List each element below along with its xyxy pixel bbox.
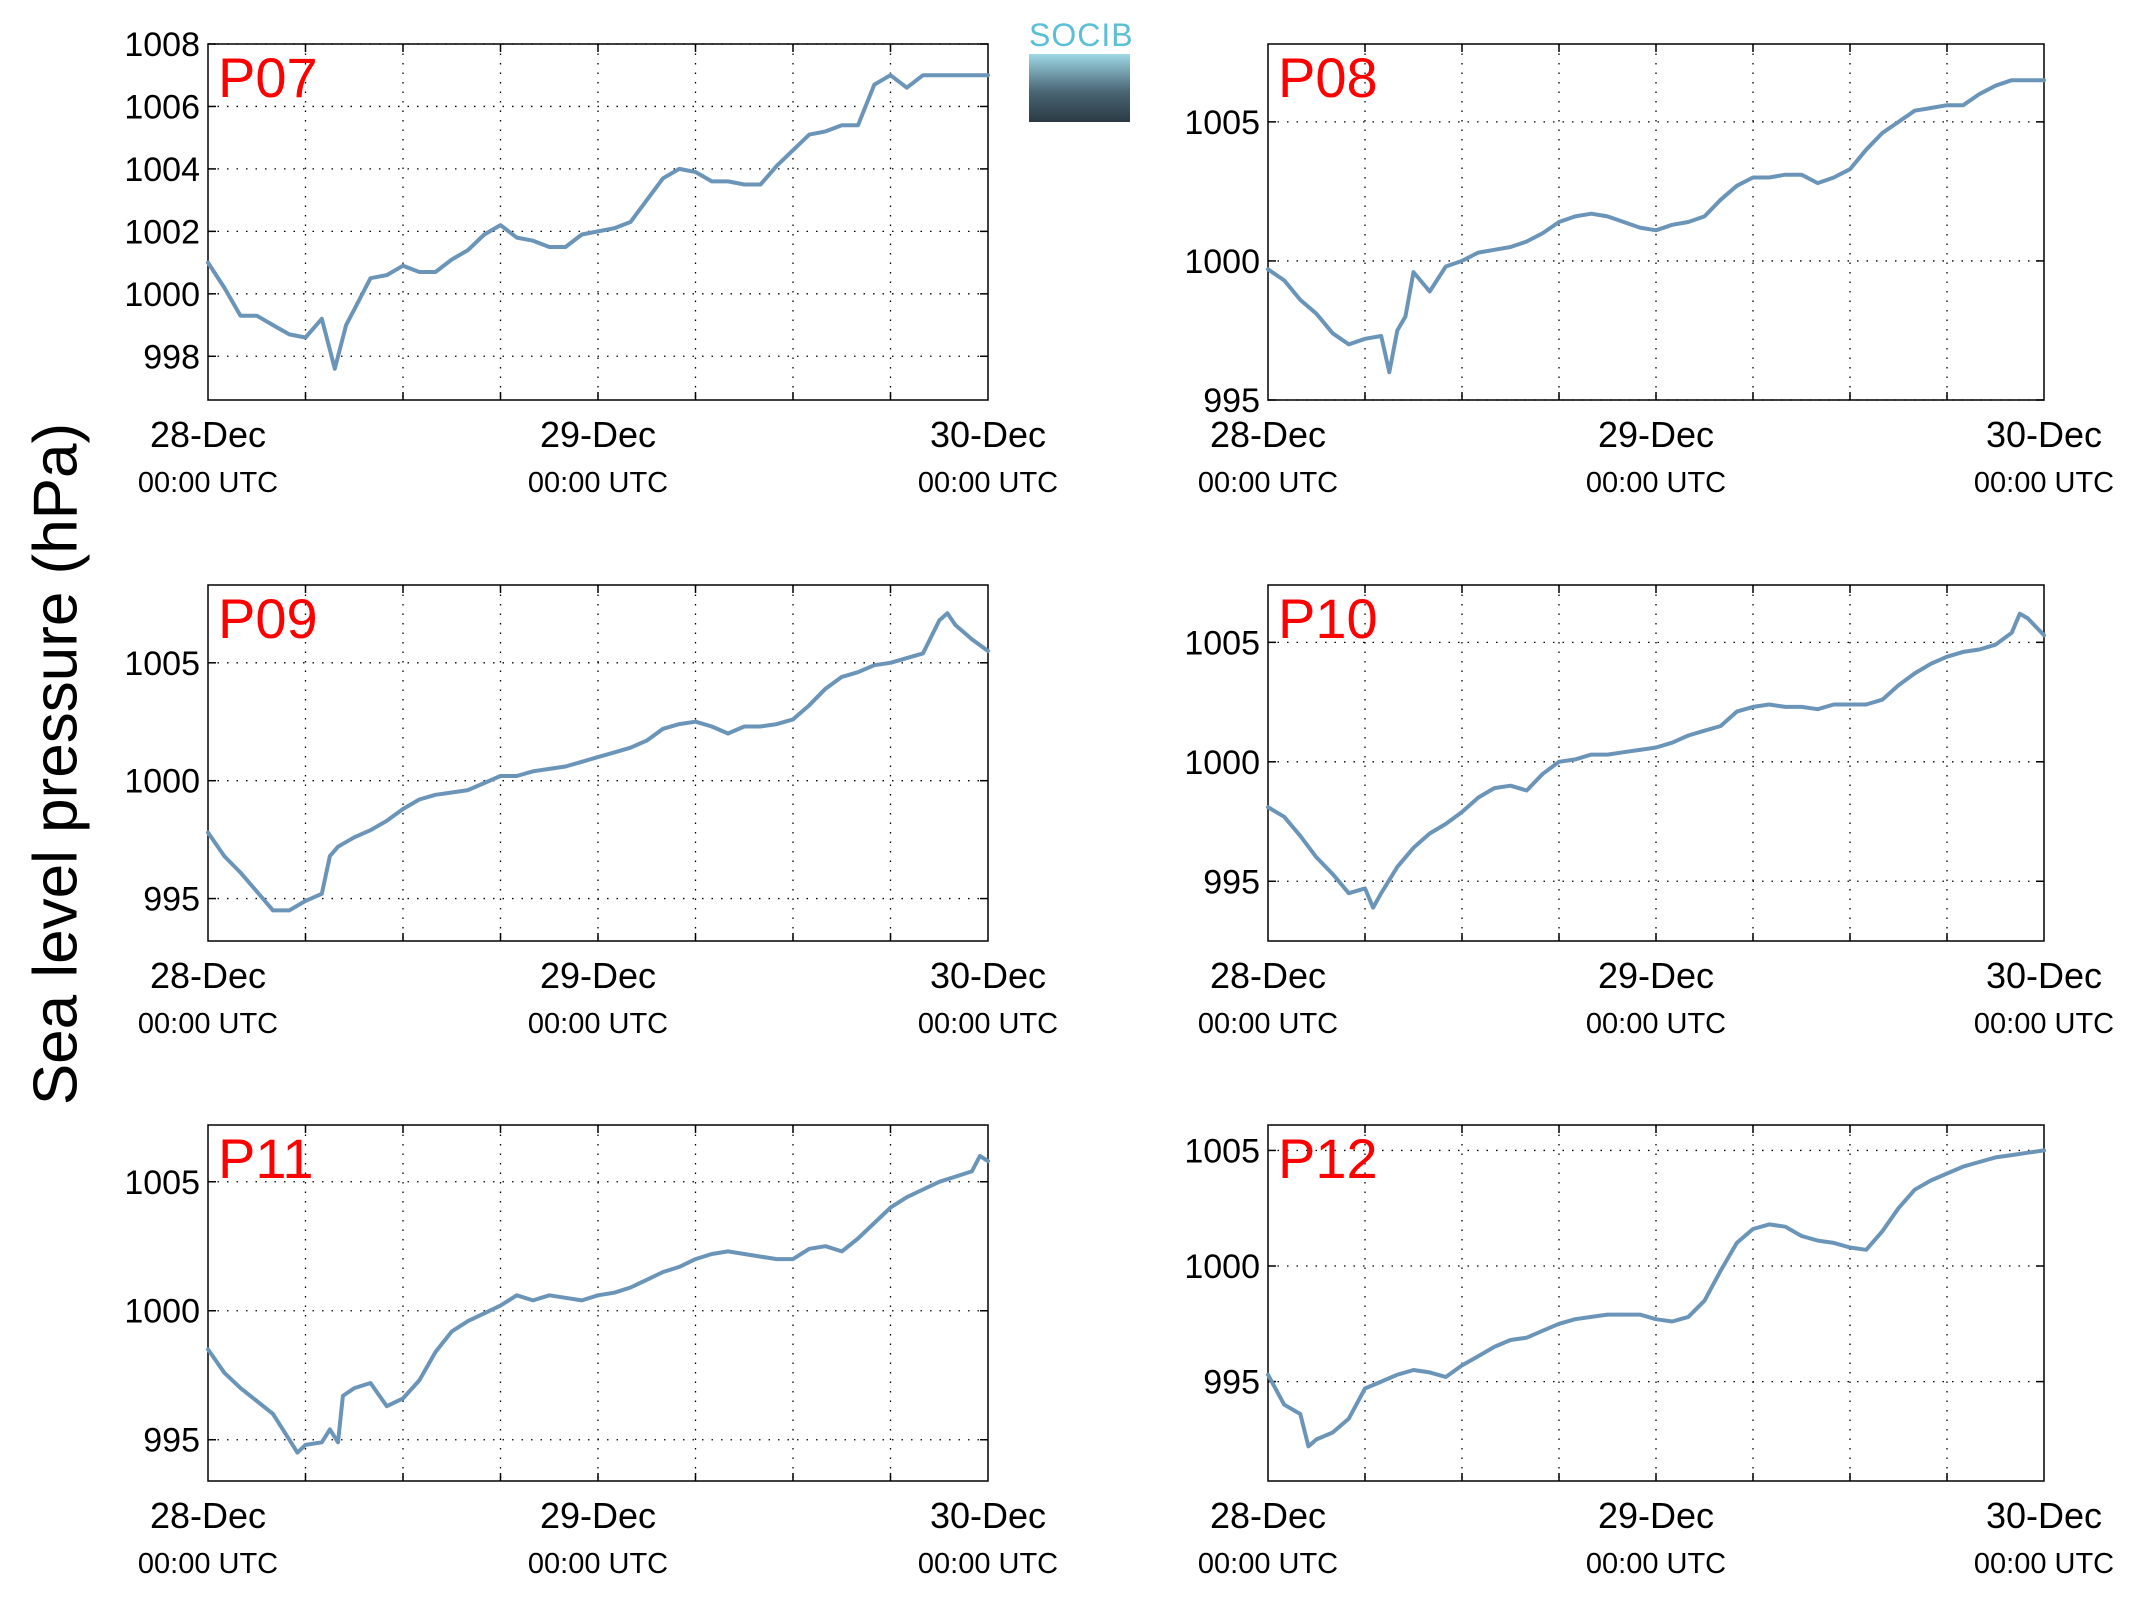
y-tick-label: 995	[1203, 863, 1260, 901]
x-tick-label-date: 29-Dec	[1598, 414, 1714, 455]
x-tick-label-time: 00:00 UTC	[528, 467, 668, 499]
panel-label: P10	[1278, 587, 1378, 650]
x-tick-label-time: 00:00 UTC	[1586, 467, 1726, 499]
x-tick-label-date: 29-Dec	[1598, 955, 1714, 996]
x-tick-label-date: 29-Dec	[1598, 1495, 1714, 1536]
chart-panel-p09: 995 1000 1005 28-Dec 00:00 UTC 29-Dec 00:00 UT…	[124, 584, 1058, 1040]
chart-panel-p07: 998 1000 1002 1004 1006 1008 28-Dec 00:00 UTC 29…	[124, 26, 1058, 499]
x-tick-label-time: 00:00 UTC	[1586, 1548, 1726, 1580]
x-tick-label-time: 00:00 UTC	[138, 1548, 278, 1580]
panel-label: P11	[218, 1127, 313, 1190]
pressure-series-line	[206, 611, 990, 913]
y-tick-label: 995	[1203, 382, 1260, 420]
x-tick-label-date: 28-Dec	[1210, 1495, 1326, 1536]
x-tick-label-date: 29-Dec	[540, 955, 656, 996]
y-tick-label: 1005	[124, 645, 200, 683]
x-tick-label-date: 30-Dec	[1986, 955, 2102, 996]
x-tick-label-time: 00:00 UTC	[918, 467, 1058, 499]
y-tick-label: 1002	[124, 213, 200, 251]
plot-frame	[1267, 1124, 2045, 1482]
x-tick-label-date: 29-Dec	[540, 414, 656, 455]
x-tick-label-time: 00:00 UTC	[138, 467, 278, 499]
pressure-series-line	[1266, 1148, 2046, 1449]
pressure-series-line	[206, 73, 990, 371]
x-tick-label-date: 28-Dec	[150, 414, 266, 455]
y-tick-label: 1000	[1184, 243, 1260, 281]
x-tick-label-date: 30-Dec	[930, 414, 1046, 455]
x-tick-label-date: 28-Dec	[150, 955, 266, 996]
plot-frame	[207, 43, 989, 401]
x-tick-label-time: 00:00 UTC	[1974, 1548, 2114, 1580]
x-tick-label-time: 00:00 UTC	[918, 1008, 1058, 1040]
x-tick-label-time: 00:00 UTC	[1974, 467, 2114, 499]
chart-panel-p10: 995 1000 1005 28-Dec 00:00 UTC 29-Dec 00:00 UT…	[1184, 584, 2114, 1040]
x-tick-label-date: 30-Dec	[930, 955, 1046, 996]
chart-panel-p11: 995 1000 1005 28-Dec 00:00 UTC 29-Dec 00:00 UT…	[124, 1124, 1058, 1580]
socib-logo-mark	[1029, 54, 1130, 122]
x-tick-label-time: 00:00 UTC	[1198, 1548, 1338, 1580]
x-tick-label-time: 00:00 UTC	[138, 1008, 278, 1040]
x-tick-label-time: 00:00 UTC	[1974, 1008, 2114, 1040]
y-tick-label: 995	[143, 881, 200, 919]
x-tick-label-date: 30-Dec	[1986, 414, 2102, 455]
x-tick-label-date: 30-Dec	[1986, 1495, 2102, 1536]
y-tick-label: 1000	[1184, 744, 1260, 782]
x-tick-label-date: 28-Dec	[150, 1495, 266, 1536]
x-tick-label-time: 00:00 UTC	[1586, 1008, 1726, 1040]
x-tick-label-date: 28-Dec	[1210, 955, 1326, 996]
y-tick-label: 1004	[124, 151, 200, 189]
x-tick-label-time: 00:00 UTC	[918, 1548, 1058, 1580]
x-tick-label-date: 29-Dec	[540, 1495, 656, 1536]
y-tick-label: 1005	[124, 1164, 200, 1202]
panel-label: P12	[1278, 1127, 1378, 1190]
chart-panel-p12: 995 1000 1005 28-Dec 00:00 UTC 29-Dec 00:00 UT…	[1184, 1124, 2114, 1580]
x-tick-label-time: 00:00 UTC	[528, 1008, 668, 1040]
x-tick-label-date: 30-Dec	[930, 1495, 1046, 1536]
y-tick-label: 1005	[1184, 104, 1260, 142]
y-tick-label: 1000	[124, 763, 200, 801]
y-tick-label: 1008	[124, 26, 200, 64]
y-tick-label: 995	[143, 1422, 200, 1460]
chart-panel-p08: 995 1000 1005 28-Dec 00:00 UTC 29-Dec 00:00 UT…	[1184, 43, 2114, 499]
plot-frame	[207, 584, 989, 942]
figure-ylabel: Sea level pressure (hPa)	[21, 422, 91, 1106]
socib-logo-text: SOCIB	[1029, 17, 1134, 53]
plot-frame	[207, 1124, 989, 1482]
panel-label: P08	[1278, 46, 1378, 109]
x-tick-label-time: 00:00 UTC	[1198, 1008, 1338, 1040]
panel-label: P07	[218, 46, 318, 109]
y-tick-label: 998	[143, 338, 200, 376]
x-tick-label-date: 28-Dec	[1210, 414, 1326, 455]
y-tick-label: 1006	[124, 88, 200, 126]
y-tick-label: 1005	[1184, 1132, 1260, 1170]
pressure-series-line	[1266, 78, 2046, 375]
x-tick-label-time: 00:00 UTC	[528, 1548, 668, 1580]
y-tick-label: 1000	[1184, 1248, 1260, 1286]
y-tick-label: 1005	[1184, 624, 1260, 662]
y-tick-label: 995	[1203, 1364, 1260, 1402]
socib-logo: SOCIB	[1029, 17, 1134, 122]
y-tick-label: 1000	[124, 276, 200, 314]
y-tick-label: 1000	[124, 1293, 200, 1331]
x-tick-label-time: 00:00 UTC	[1198, 467, 1338, 499]
panel-label: P09	[218, 587, 318, 650]
pressure-series-line	[206, 1154, 990, 1455]
pressure-series-line	[1266, 611, 2046, 910]
